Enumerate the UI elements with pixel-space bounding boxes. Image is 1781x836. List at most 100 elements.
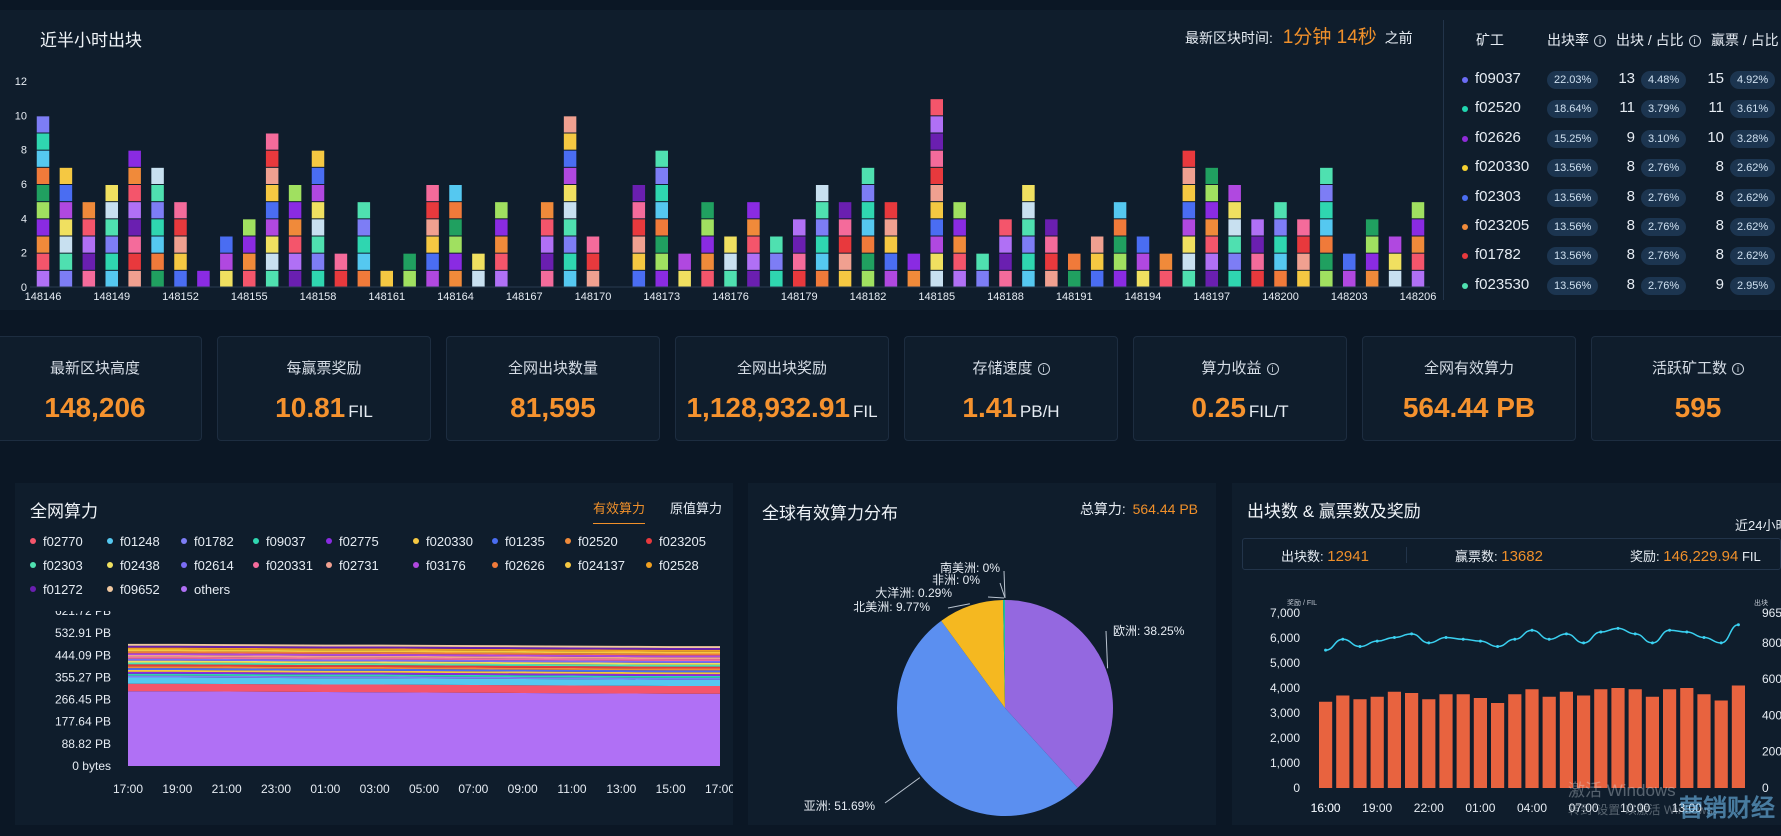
miner-row[interactable]: f02303 13.56% 8 2.76% 8 2.62% (1460, 184, 1781, 212)
bar-segment (174, 219, 187, 236)
x-tick-label: 10:00 (1620, 801, 1650, 815)
header-rate[interactable]: 出块率 i (1547, 30, 1606, 50)
x-tick-label: 148194 (1125, 291, 1162, 303)
legend-item[interactable]: f01235 (492, 534, 545, 549)
x-tick-label: 01:00 (1465, 801, 1495, 815)
bar-segment (220, 236, 233, 253)
bar-segment (1205, 219, 1218, 236)
legend-item[interactable]: f03176 (413, 558, 466, 573)
legend-item[interactable]: f023205 (646, 534, 706, 549)
miner-blocks: 11 (1619, 99, 1635, 117)
area-band (128, 651, 720, 656)
bar-segment (1320, 167, 1333, 184)
miner-row[interactable]: f023530 13.56% 8 2.76% 9 2.95% (1460, 272, 1781, 300)
legend-item[interactable]: f020331 (253, 558, 313, 573)
bar-segment (59, 270, 73, 287)
miner-row[interactable]: f02520 18.64% 11 3.79% 11 3.61% (1460, 95, 1781, 123)
y-tick-label: 4 (21, 213, 27, 225)
miner-row[interactable]: f020330 13.56% 8 2.76% 8 2.62% (1460, 154, 1781, 182)
stat-value: 10.81 FIL (275, 392, 373, 423)
bar-segment (861, 236, 875, 253)
legend-item[interactable]: f02520 (565, 534, 618, 549)
legend-item[interactable]: f02614 (181, 558, 234, 573)
legend-item[interactable]: f09652 (107, 582, 160, 597)
legend-item[interactable]: f09037 (253, 534, 306, 549)
legend-item[interactable]: f02528 (646, 558, 699, 573)
bar-segment (36, 219, 50, 236)
miner-id[interactable]: f02520 (1475, 99, 1521, 117)
bar-segment (1090, 270, 1104, 287)
bar-segment (999, 236, 1012, 253)
bar-segment (82, 253, 96, 270)
miner-id[interactable]: f02626 (1475, 128, 1521, 146)
miner-id[interactable]: f01782 (1475, 246, 1521, 264)
info-icon[interactable]: i (1594, 35, 1606, 47)
bar-segment (403, 270, 416, 287)
bar-segment (540, 253, 554, 270)
info-icon[interactable]: i (1266, 363, 1279, 375)
miner-id[interactable]: f023530 (1475, 275, 1530, 293)
miner-id[interactable]: f020330 (1475, 158, 1530, 176)
legend-item[interactable]: others (181, 582, 230, 597)
miner-row[interactable]: f023205 13.56% 8 2.76% 8 2.62% (1460, 213, 1781, 241)
bar-segment (357, 236, 371, 253)
legend-item[interactable]: f02626 (492, 558, 545, 573)
bar-segment (1022, 185, 1035, 202)
bar-segment (1251, 270, 1264, 287)
legend-item[interactable]: f02303 (30, 558, 83, 573)
legend-item[interactable]: f01248 (107, 534, 160, 549)
miner-row[interactable]: f09037 22.03% 13 4.48% 15 4.92% (1460, 66, 1781, 94)
miner-id[interactable]: f023205 (1475, 217, 1530, 234)
power-area-chart: 0 bytes 88.82 PB 177.64 PB 266.45 PB 355.27 … (55, 611, 733, 796)
tab-raw-power[interactable]: 原值算力 (670, 501, 723, 516)
miner-row[interactable]: f02626 15.25% 9 3.10% 10 3.28% (1460, 125, 1781, 153)
legend-item[interactable]: f02775 (326, 534, 379, 549)
info-icon[interactable]: i (1732, 363, 1744, 375)
bar-segment (59, 219, 73, 236)
x-tick-label: 148161 (368, 291, 405, 303)
legend-item[interactable]: f01782 (181, 534, 234, 549)
bar-segment (976, 270, 989, 287)
legend-item[interactable]: f020330 (413, 534, 473, 549)
bar-segment (243, 236, 256, 253)
blocks-point (1599, 630, 1603, 634)
miner-id[interactable]: f09037 (1475, 70, 1521, 87)
x-tick-label: 148155 (231, 291, 268, 303)
legend-dot (646, 538, 652, 544)
legend-dot (565, 538, 571, 544)
tab-effective-power[interactable]: 有效算力 (593, 498, 646, 524)
legend-item[interactable]: f02731 (326, 558, 379, 573)
blocks-point (1513, 637, 1517, 641)
latest-block-suffix: 之前 (1384, 30, 1413, 46)
bar-segment (770, 236, 783, 253)
bar-segment (36, 150, 50, 167)
bar-segment (1205, 185, 1218, 202)
legend-dot (565, 562, 571, 568)
legend-item[interactable]: f02770 (30, 534, 83, 549)
x-tick-label: 05:00 (409, 782, 439, 796)
bar-segment (311, 150, 325, 167)
bar-segment (357, 202, 371, 219)
bar-segment (1388, 253, 1402, 270)
bar-segment (655, 219, 668, 236)
legend-item[interactable]: f02438 (107, 558, 160, 573)
reward-bar (1628, 689, 1642, 788)
bar-segment (1205, 167, 1218, 184)
legend-item[interactable]: f01272 (30, 582, 83, 597)
info-icon[interactable]: i (1688, 35, 1701, 47)
reward-range[interactable]: 近24小时 (1735, 518, 1781, 533)
header-blocks[interactable]: 出块 / 占比 i (1616, 30, 1701, 50)
bar-segment (655, 236, 668, 253)
miner-dot (1462, 224, 1468, 230)
bar-segment (793, 219, 806, 236)
legend-item[interactable]: f024137 (565, 558, 625, 573)
x-tick-label: 04:00 (1517, 801, 1547, 815)
bar-segment (151, 167, 164, 184)
info-icon[interactable]: i (1037, 363, 1050, 375)
stat-card: 最新区块高度 148,206 (0, 336, 202, 441)
miner-id[interactable]: f02303 (1475, 187, 1521, 205)
miner-row[interactable]: f01782 13.56% 8 2.76% 8 2.62% (1460, 242, 1781, 270)
bar-segment (930, 150, 943, 167)
header-wins[interactable]: 赢票 / 占比i (1711, 32, 1779, 48)
bar-segment (701, 219, 714, 236)
